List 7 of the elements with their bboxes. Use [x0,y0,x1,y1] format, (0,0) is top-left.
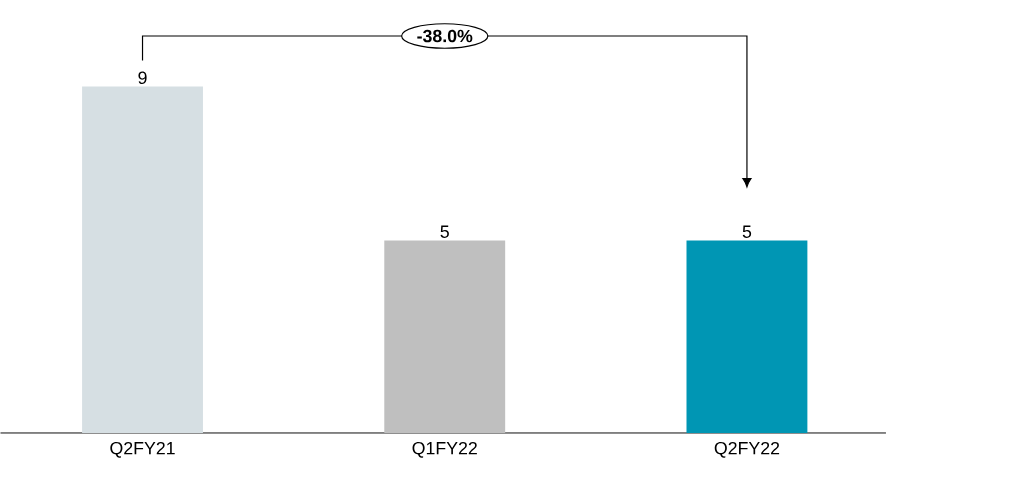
x-tick-label: Q1FY22 [412,442,477,458]
data-label: 5 [742,225,752,239]
data-label: 9 [138,71,147,85]
x-tick-label: Q2FY22 [714,442,780,458]
text: -38.0% [417,29,473,43]
x-tick-label: Q2FY21 [110,442,175,458]
data-label: 5 [440,225,449,239]
